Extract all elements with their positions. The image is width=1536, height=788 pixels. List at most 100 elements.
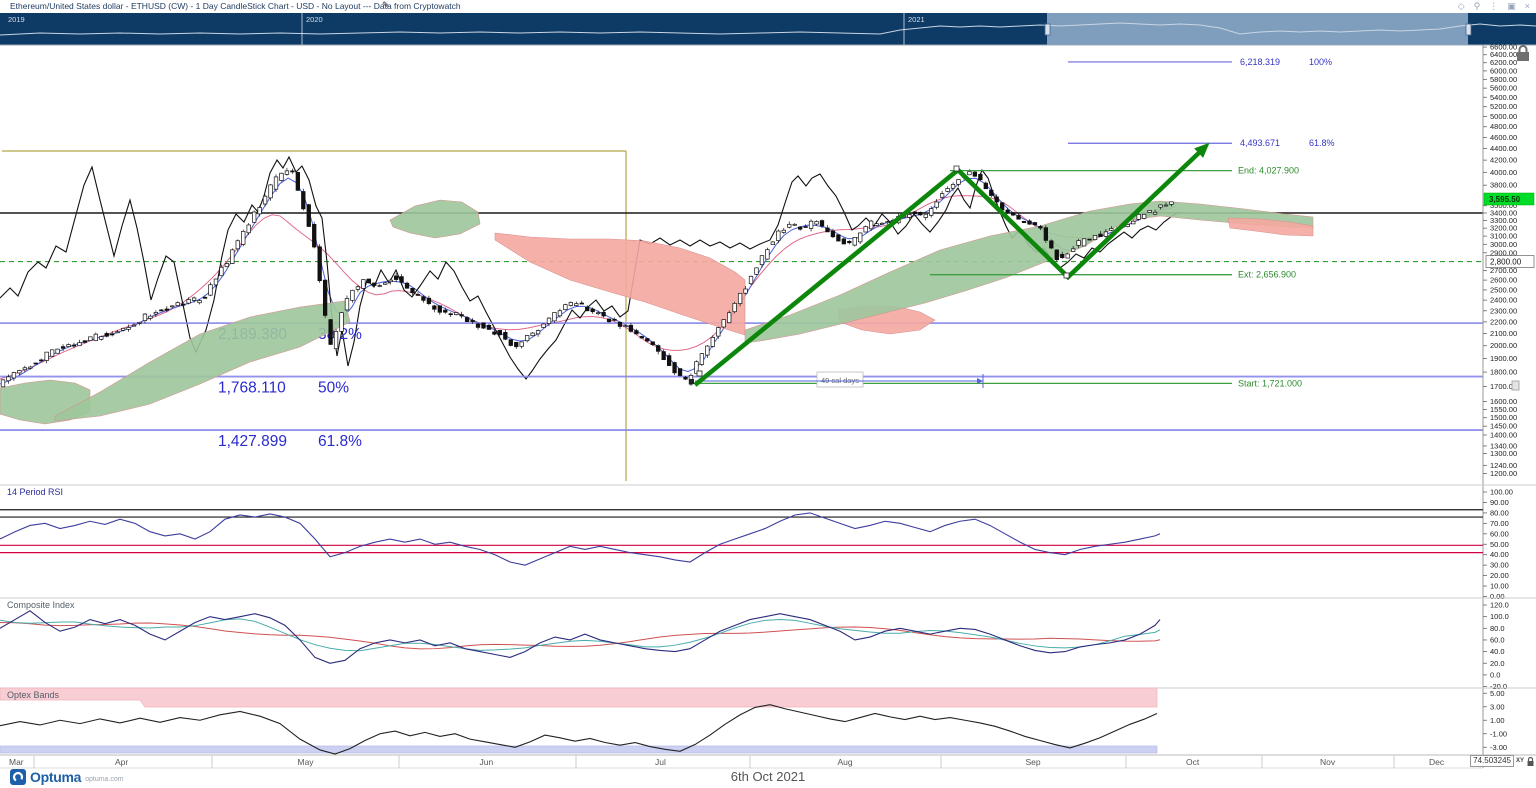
month-axis: Mar Apr May Jun Jul Aug Sep Oct Nov Dec <box>0 754 1536 769</box>
pin-window-icon[interactable]: ⚲ <box>1473 1 1481 11</box>
optex-panel-label: Optex Bands <box>7 690 60 700</box>
price-tick-label: 6200.00 <box>1490 58 1517 67</box>
price-tick-label: 1340.00 <box>1490 441 1517 450</box>
arrow-start-handle[interactable] <box>696 370 703 377</box>
navigator-handle[interactable] <box>1465 23 1472 36</box>
composite-line <box>0 610 1161 664</box>
navigator-selection[interactable] <box>1047 13 1468 45</box>
price-tick-label: 6600.00 <box>1490 43 1517 52</box>
rsi-tick-label: 70.00 <box>1490 519 1509 528</box>
fib-retracement-value: 1,768.110 <box>218 380 286 397</box>
date-navigator[interactable]: 2019 2020 2021 <box>0 13 1536 46</box>
price-tick-label: 4000.00 <box>1490 168 1517 177</box>
price-tick-label: 3200.00 <box>1490 224 1517 233</box>
last-price-value: 3,595.50 <box>1489 195 1521 204</box>
price-tick-label: 3500.00 <box>1490 201 1517 210</box>
measurement-tool[interactable]: 49 cal days <box>695 371 984 389</box>
price-tick-label: 1800.00 <box>1490 368 1517 377</box>
window-menu-icon[interactable]: ⋮ <box>1489 1 1499 11</box>
rsi-tick-label: 40.00 <box>1490 550 1509 559</box>
price-tick-label: 3800.00 <box>1490 181 1517 190</box>
rsi-tick-label: 90.00 <box>1490 498 1509 507</box>
fib-retracement-value: 1,427.899 <box>218 433 287 450</box>
trend-projection-arrow[interactable] <box>689 142 1210 387</box>
fib-extension-lines[interactable]: 6,218.319 100% 4,493.671 61.8% End: 4,027.90… <box>695 57 1335 388</box>
fib-extension-pct: 61.8% <box>1309 138 1335 148</box>
price-tick-label: 2300.00 <box>1490 306 1517 315</box>
arrow-vertex-handle[interactable] <box>953 165 960 172</box>
navigator-handle[interactable] <box>1044 23 1051 36</box>
arrow-vertex-handle[interactable] <box>1063 272 1070 279</box>
alert-level-label: 2,800.00 <box>1490 258 1522 267</box>
ichimoku-cloud <box>0 199 1314 425</box>
axis-lock-icon[interactable] <box>1517 45 1529 61</box>
price-tick-label: 3300.00 <box>1490 216 1517 225</box>
price-axis[interactable]: 6600.006400.006200.006000.005800.005600.… <box>1482 43 1535 768</box>
optex-tick-label: -1.00 <box>1490 729 1507 738</box>
price-tick-label: 6400.00 <box>1490 50 1517 59</box>
optex-tick-label: 1.00 <box>1490 716 1505 725</box>
optex-tick-label: -3.00 <box>1490 743 1507 752</box>
status-value[interactable]: 74.503245 <box>1470 755 1514 767</box>
rsi-tick-label: 80.00 <box>1490 508 1509 517</box>
month-label: Oct <box>1186 757 1200 767</box>
rsi-panel-label: 14 Period RSI <box>7 487 64 497</box>
composite-panel[interactable]: 120.0 100.0 80.0 60.0 40.0 20.0 0.0 -20.0 <box>0 597 1536 691</box>
xy-axis-button[interactable]: XY <box>1515 758 1524 764</box>
optuma-logo[interactable]: Optuma optuma.com <box>10 769 124 785</box>
rsi-tick-label: 60.00 <box>1490 529 1509 538</box>
price-tick-label: 1240.00 <box>1490 461 1517 470</box>
price-tick-label: 1600.00 <box>1490 397 1517 406</box>
arrow-start-handle[interactable] <box>689 379 694 384</box>
pin-tool-icon[interactable]: ◇ <box>1457 1 1465 11</box>
edit-title-icon[interactable]: ✎ <box>382 0 390 10</box>
overlay-close-line <box>0 155 1181 380</box>
tool-level-label: Start: 1,721.000 <box>1238 378 1302 388</box>
optex-panel[interactable]: 5.00 3.00 1.00 -1.00 -3.00 <box>0 687 1536 755</box>
close-window-icon[interactable]: × <box>1524 1 1530 11</box>
price-tick-label: 2700.00 <box>1490 266 1517 275</box>
navigator-year-label: 2019 <box>8 15 25 24</box>
fib-extension-value: 6,218.319 <box>1240 57 1280 67</box>
last-price-badge <box>1483 192 1535 206</box>
price-tick-label: 1700.0 <box>1490 382 1513 391</box>
price-tick-label: 5000.00 <box>1490 112 1517 121</box>
price-tick-label: 5400.00 <box>1490 93 1517 102</box>
composite-tick-label: 20.0 <box>1490 659 1505 668</box>
price-tick-label: 1300.00 <box>1490 449 1517 458</box>
chart-title: Ethereum/United States dollar - ETHUSD (… <box>10 1 461 11</box>
window-titlebar: Ethereum/United States dollar - ETHUSD (… <box>0 0 1536 13</box>
status-bar: 74.503245 XY <box>1470 755 1535 767</box>
price-tick-label: 3400.00 <box>1490 208 1517 217</box>
composite-tick-label: 60.0 <box>1490 635 1505 644</box>
price-tick-label: 4600.00 <box>1490 133 1517 142</box>
rsi-tick-label: 10.00 <box>1490 582 1509 591</box>
price-tick-label: 2400.00 <box>1490 296 1517 305</box>
price-marker-icon[interactable] <box>1511 380 1520 391</box>
navigator-year-label: 2021 <box>908 15 925 24</box>
price-tick-label: 1550.00 <box>1490 405 1517 414</box>
composite-tick-label: 120.0 <box>1490 601 1509 610</box>
rsi-line <box>0 512 1161 566</box>
price-tick-label: 1900.00 <box>1490 354 1517 363</box>
composite-tick-label: 100.0 <box>1490 612 1509 621</box>
month-label: Nov <box>1320 757 1336 767</box>
month-label: Mar <box>9 757 24 767</box>
price-tick-label: 2500.00 <box>1490 285 1517 294</box>
price-tick-label: 3100.00 <box>1490 232 1517 241</box>
kijun-line <box>0 195 1177 380</box>
price-tick-label: 4400.00 <box>1490 144 1517 153</box>
rsi-tick-label: 20.00 <box>1490 571 1509 580</box>
navigator-miniline <box>0 22 1536 36</box>
lock-icon[interactable] <box>1526 756 1535 767</box>
optex-upper-band <box>0 687 1158 708</box>
composite-slow-ma <box>0 621 1161 650</box>
month-label: May <box>298 757 315 767</box>
navigator-year-label: 2020 <box>306 15 323 24</box>
price-tick-label: 1500.00 <box>1490 413 1517 422</box>
tool-level-label: Ext: 2,656.900 <box>1238 270 1296 280</box>
restore-window-icon[interactable]: ▣ <box>1507 1 1516 11</box>
